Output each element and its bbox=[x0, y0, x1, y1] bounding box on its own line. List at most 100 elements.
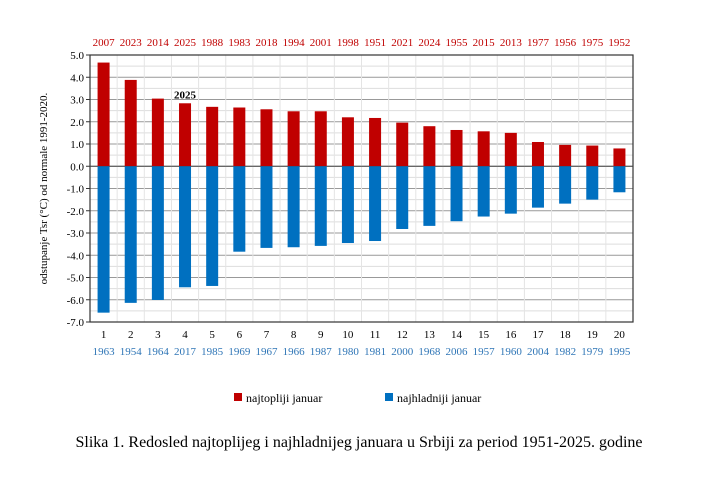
legend-label: najtopliji januar bbox=[246, 391, 322, 405]
cold-year-label: 1954 bbox=[120, 346, 143, 358]
x-tick-label: 2 bbox=[128, 329, 134, 341]
x-tick-label: 11 bbox=[370, 329, 381, 341]
warm-year-label: 2001 bbox=[310, 37, 332, 49]
warm-bar bbox=[477, 131, 490, 167]
warm-year-label: 1955 bbox=[446, 37, 469, 49]
warm-year-label: 1994 bbox=[283, 37, 306, 49]
cold-bar bbox=[124, 166, 137, 303]
cold-bar bbox=[314, 166, 327, 246]
y-tick-label: 4.0 bbox=[70, 72, 84, 84]
cold-year-label: 1985 bbox=[201, 346, 224, 358]
x-tick-label: 17 bbox=[532, 329, 544, 341]
warm-year-label: 2023 bbox=[120, 37, 143, 49]
x-tick-label: 7 bbox=[264, 329, 270, 341]
cold-bar bbox=[586, 166, 599, 200]
cold-year-label: 1980 bbox=[337, 346, 360, 358]
y-tick-label: -3.0 bbox=[67, 228, 85, 240]
warm-bar bbox=[559, 144, 572, 167]
legend-swatch bbox=[385, 393, 393, 401]
cold-year-label: 2017 bbox=[174, 346, 197, 358]
warm-year-label: 2025 bbox=[174, 37, 197, 49]
x-tick-label: 1 bbox=[101, 329, 107, 341]
y-tick-label: -4.0 bbox=[67, 250, 85, 262]
cold-bar bbox=[504, 166, 517, 214]
warm-bar bbox=[504, 132, 517, 167]
y-tick-label: -2.0 bbox=[67, 206, 85, 218]
cold-bar bbox=[369, 166, 382, 242]
warm-year-label: 1956 bbox=[554, 37, 577, 49]
cold-bar bbox=[260, 166, 273, 248]
x-tick-label: 9 bbox=[318, 329, 324, 341]
cold-year-label: 2004 bbox=[527, 346, 550, 358]
cold-year-label: 1967 bbox=[255, 346, 278, 358]
y-tick-label: 3.0 bbox=[70, 95, 84, 107]
warm-bar bbox=[369, 117, 382, 167]
cold-year-label: 1960 bbox=[500, 346, 523, 358]
warm-bar bbox=[179, 103, 192, 167]
y-tick-label: -1.0 bbox=[67, 184, 85, 196]
cold-bar bbox=[613, 166, 626, 193]
cold-bar bbox=[531, 166, 544, 208]
warm-year-label: 2024 bbox=[418, 37, 441, 49]
cold-bar bbox=[450, 166, 463, 222]
warm-bar bbox=[586, 145, 599, 167]
warm-bar bbox=[450, 129, 463, 167]
y-tick-label: -7.0 bbox=[67, 317, 85, 329]
x-tick-label: 16 bbox=[505, 329, 517, 341]
cold-year-label: 1964 bbox=[147, 346, 170, 358]
warm-bar bbox=[97, 62, 110, 167]
legend-label: najhladniji januar bbox=[397, 391, 481, 405]
warm-bar bbox=[206, 106, 219, 167]
warm-year-label: 2021 bbox=[391, 37, 413, 49]
warm-bar bbox=[396, 122, 409, 167]
warm-year-label: 1975 bbox=[581, 37, 604, 49]
warm-year-label: 1952 bbox=[608, 37, 630, 49]
x-tick-label: 5 bbox=[209, 329, 215, 341]
cold-bar bbox=[287, 166, 300, 248]
cold-bar bbox=[396, 166, 409, 229]
y-tick-label: 0.0 bbox=[70, 161, 84, 173]
warm-bar bbox=[341, 117, 354, 167]
warm-year-label: 2014 bbox=[147, 37, 170, 49]
cold-year-label: 1968 bbox=[418, 346, 441, 358]
x-tick-label: 18 bbox=[560, 329, 572, 341]
cold-bar bbox=[477, 166, 490, 217]
cold-bar bbox=[151, 166, 164, 300]
warm-bar bbox=[531, 141, 544, 167]
cold-year-label: 2006 bbox=[446, 346, 469, 358]
warm-bar bbox=[260, 109, 273, 167]
cold-year-label: 1987 bbox=[310, 346, 333, 358]
warm-year-label: 1988 bbox=[201, 37, 224, 49]
cold-year-label: 1981 bbox=[364, 346, 386, 358]
x-tick-label: 8 bbox=[291, 329, 297, 341]
warm-year-label: 1951 bbox=[364, 37, 386, 49]
x-tick-label: 14 bbox=[451, 329, 463, 341]
y-tick-label: -5.0 bbox=[67, 273, 85, 285]
warm-bar bbox=[613, 148, 626, 167]
warm-bar bbox=[124, 79, 137, 167]
warm-bar bbox=[151, 98, 164, 167]
y-tick-label: 5.0 bbox=[70, 50, 84, 62]
warm-year-label: 1998 bbox=[337, 37, 360, 49]
x-tick-label: 20 bbox=[614, 329, 626, 341]
cold-year-label: 1995 bbox=[608, 346, 631, 358]
cold-bar bbox=[559, 166, 572, 204]
x-tick-label: 15 bbox=[478, 329, 490, 341]
cold-bar bbox=[97, 166, 110, 313]
warm-bar bbox=[314, 111, 327, 167]
figure-caption: Slika 1. Redosled najtoplijeg i najhladn… bbox=[75, 434, 643, 451]
cold-bar bbox=[233, 166, 246, 252]
y-tick-label: 1.0 bbox=[70, 139, 84, 151]
x-tick-label: 13 bbox=[424, 329, 436, 341]
cold-year-label: 1982 bbox=[554, 346, 576, 358]
cold-year-label: 1979 bbox=[581, 346, 604, 358]
legend-swatch bbox=[234, 393, 242, 401]
warm-bar bbox=[287, 111, 300, 167]
x-tick-label: 6 bbox=[237, 329, 243, 341]
cold-bar bbox=[341, 166, 354, 244]
y-tick-label: -6.0 bbox=[67, 295, 85, 307]
y-tick-label: 2.0 bbox=[70, 117, 84, 129]
warm-year-label: 2018 bbox=[255, 37, 278, 49]
cold-year-label: 2000 bbox=[391, 346, 414, 358]
